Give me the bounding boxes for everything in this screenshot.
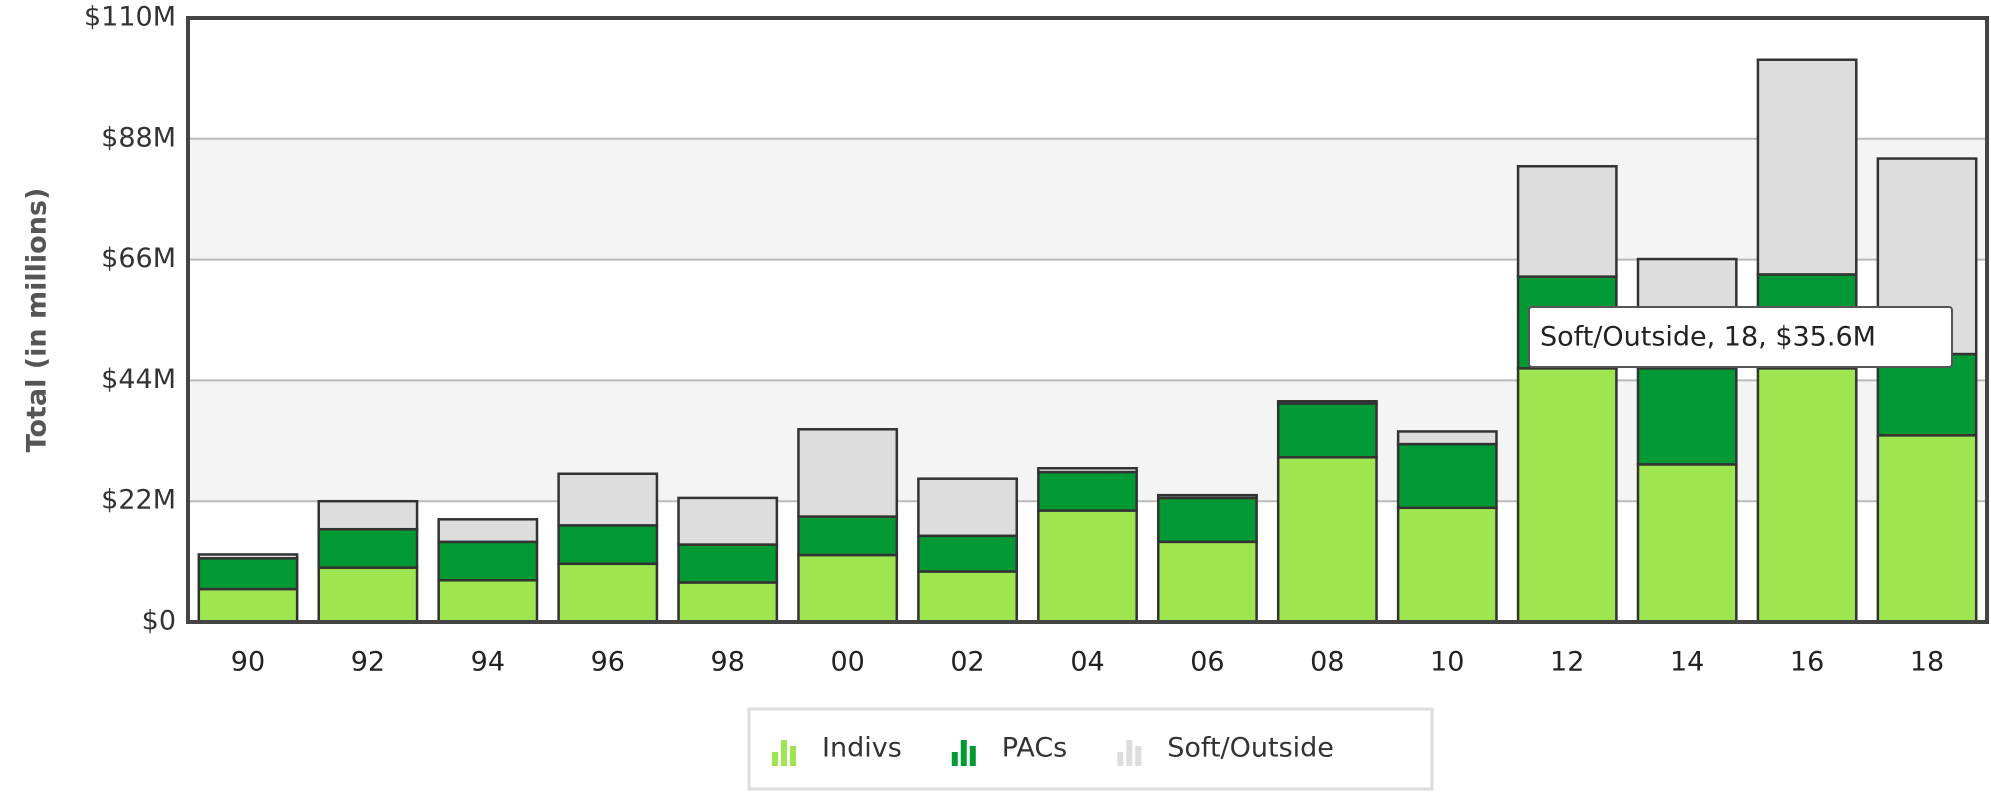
tooltip-box — [1528, 306, 1953, 368]
x-tick-label: 10 — [1430, 647, 1464, 678]
x-tick-label: 02 — [950, 647, 984, 678]
legend-icon — [951, 752, 958, 766]
x-tick-label: 18 — [1910, 647, 1944, 678]
tooltip-text: Soft/Outside, 18, $35.6M — [1540, 322, 1876, 353]
x-tick-label: 98 — [711, 647, 745, 678]
legend-icon — [1135, 746, 1142, 766]
bar-segment — [1636, 367, 1738, 466]
bar-segment — [1276, 400, 1378, 405]
legend-icon — [960, 740, 967, 766]
x-tick-label: 94 — [471, 647, 505, 678]
y-tick-label: $0 — [142, 606, 176, 637]
y-tick-label: $44M — [101, 364, 176, 395]
bar-segment — [197, 557, 299, 591]
bar-segment — [1756, 367, 1858, 624]
plot-frame — [186, 16, 1989, 624]
legend-label: Soft/Outside — [1167, 733, 1334, 764]
y-tick-label: $110M — [84, 2, 176, 33]
bar-segment — [1396, 442, 1498, 510]
bar-segment — [557, 524, 659, 566]
bar-segment — [1037, 467, 1138, 474]
bar-segment — [437, 518, 539, 544]
bar-segment — [797, 553, 899, 624]
x-tick-label: 16 — [1790, 647, 1824, 678]
bar-segment — [797, 428, 899, 518]
x-tick-label: 90 — [231, 647, 265, 678]
bar-segment — [1157, 496, 1258, 544]
bar-segment — [1516, 165, 1618, 278]
y-tick-label: $88M — [101, 122, 176, 153]
y-tick-label: $22M — [101, 485, 176, 516]
grid-band — [188, 138, 1987, 260]
bar-segment — [437, 540, 539, 582]
legend-icon — [790, 746, 796, 766]
bar-segment — [677, 543, 779, 584]
bar-segment — [317, 499, 419, 531]
bar-segment — [1276, 456, 1378, 624]
bar-segment — [1157, 540, 1258, 624]
x-tick-label: 12 — [1550, 647, 1584, 678]
bar-segment — [197, 587, 299, 624]
bar-segment — [917, 570, 1018, 624]
bar-segment — [1756, 58, 1858, 276]
bar-segment — [557, 562, 659, 624]
y-axis-label: Total (in millions) — [22, 188, 53, 453]
bar-segment — [557, 472, 659, 527]
x-tick-label: 92 — [351, 647, 385, 678]
bar-segment — [677, 496, 779, 546]
legend-label: Indivs — [822, 733, 902, 764]
y-tick-label: $66M — [101, 243, 176, 274]
bar-segment — [317, 566, 419, 624]
legend-icon — [772, 752, 778, 766]
x-tick-label: 00 — [830, 647, 864, 678]
bar-segment — [1037, 509, 1138, 624]
x-tick-label: 14 — [1670, 647, 1704, 678]
bar-segment — [1396, 506, 1498, 624]
bar-segment — [197, 553, 299, 560]
bar-segment — [1636, 463, 1738, 624]
legend-icon — [969, 746, 976, 766]
x-tick-label: 96 — [591, 647, 625, 678]
bar-segment — [917, 477, 1018, 538]
bar-segment — [1396, 430, 1498, 446]
legend-label: PACs — [1002, 733, 1067, 764]
legend-icon — [1126, 740, 1133, 766]
x-tick-label: 08 — [1310, 647, 1344, 678]
bar-segment — [317, 527, 419, 569]
bar-segment — [917, 534, 1018, 573]
bar-segment — [1876, 434, 1978, 624]
bar-segment — [1037, 470, 1138, 512]
x-tick-label: 04 — [1070, 647, 1104, 678]
bar-segment — [1516, 367, 1618, 624]
bar-segment — [1157, 493, 1258, 500]
bar-segment — [797, 515, 899, 557]
bar-segment — [1276, 402, 1378, 459]
bar-segment — [437, 579, 539, 624]
legend-icon — [1117, 752, 1124, 766]
bar-segment — [677, 581, 779, 624]
legend-box — [747, 707, 1434, 791]
x-tick-label: 06 — [1190, 647, 1224, 678]
legend-icon — [781, 740, 787, 766]
